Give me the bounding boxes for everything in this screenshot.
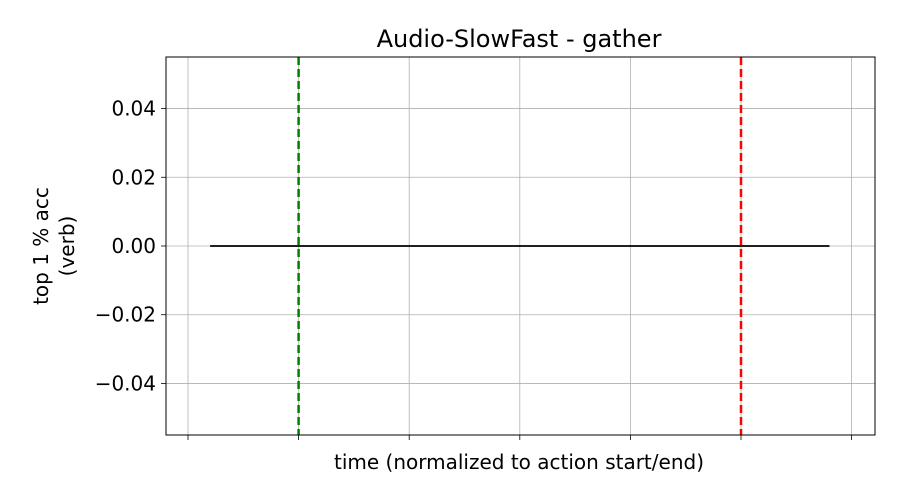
x-axis-label: time (normalized to action start/end) [334, 450, 704, 474]
y-tick-label: −0.02 [95, 303, 156, 327]
y-axis-label-line-1: top 1 % acc [29, 187, 53, 305]
y-tick-label: 0.02 [111, 165, 156, 189]
y-axis-label: top 1 % acc (verb) [29, 187, 79, 305]
y-axis-ticks: −0.04 −0.02 0.00 0.02 0.04 [95, 97, 166, 395]
y-tick-label: −0.04 [95, 371, 156, 395]
y-tick-label: 0.04 [111, 97, 156, 121]
y-tick-label: 0.00 [111, 234, 156, 258]
y-axis-label-line-2: (verb) [55, 216, 79, 277]
x-axis-ticks [187, 435, 852, 440]
chart-title: Audio-SlowFast - gather [377, 25, 662, 53]
event-markers [297, 57, 743, 435]
